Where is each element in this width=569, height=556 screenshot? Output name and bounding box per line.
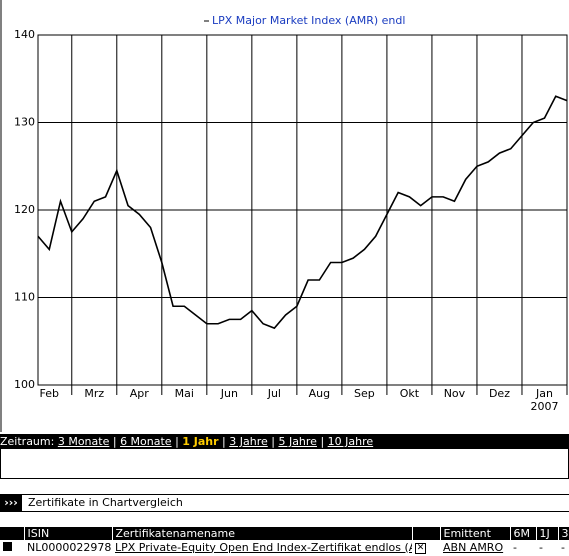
cell: - [558, 540, 569, 554]
x-tick-label: Mrz [84, 387, 104, 400]
section-header: ››› Zertifikate in Chartvergleich [0, 494, 569, 512]
row-icon-cell [0, 540, 24, 554]
y-tick-label: 100 [14, 378, 35, 391]
period-link[interactable]: 1 Jahr [182, 435, 219, 448]
x-tick-label: Jul [267, 387, 281, 400]
x-tick-label: Feb [40, 387, 59, 400]
x-tick-label: Dez [489, 387, 510, 400]
period-link[interactable]: 5 Jahre [278, 435, 317, 448]
x-tick-label: Okt [400, 387, 420, 400]
line-series [37, 95, 568, 330]
row-icon [3, 541, 12, 551]
period-link[interactable]: 6 Monate [120, 435, 172, 448]
x-tick-label: Apr [130, 387, 150, 400]
header-cell: ISIN [24, 527, 113, 540]
x-tick-label: Aug [309, 387, 330, 400]
arrow-icon: ››› [0, 495, 22, 511]
cell-link[interactable]: ABN AMRO [443, 540, 504, 554]
x-tick-label: Nov [444, 387, 466, 400]
x-tick-label: Jan [535, 387, 553, 400]
cell: ✕ [412, 540, 440, 554]
header-cell: 6M [510, 527, 537, 540]
x-year-label: 2007 [530, 400, 558, 413]
header-cell: Zertifikatenamename [112, 527, 413, 540]
header-cell: Emittent [440, 527, 511, 540]
cell-text: - [561, 540, 565, 554]
legend-entry: LPX Major Market Index (AMR) endl [212, 14, 405, 27]
period-link[interactable]: 3 Monate [57, 435, 110, 448]
y-tick-label: 110 [14, 291, 35, 304]
cell-link[interactable]: LPX Private-Equity Open End Index-Zertif… [115, 540, 412, 554]
header-cell [0, 527, 25, 540]
x-tick-label: Mai [175, 387, 194, 400]
y-tick-label: 120 [14, 203, 35, 216]
panel [0, 449, 569, 479]
y-tick-label: 140 [14, 28, 35, 41]
period-label: Zeitraum: [0, 435, 55, 448]
cell: LPX Private-Equity Open End Index-Zertif… [112, 540, 412, 554]
header-cell [412, 527, 441, 540]
y-tick-label: 130 [14, 116, 35, 129]
cell: - [536, 540, 558, 554]
checkbox[interactable]: ✕ [415, 543, 426, 554]
chart: LPX Major Market Index (AMR) endl 100 110… [0, 0, 568, 432]
header-cell: 1J [536, 527, 559, 540]
table-row: NL0000022978 LPX Private-Equity Open End … [0, 540, 569, 554]
cell: - [510, 540, 536, 554]
period-link[interactable]: 10 Jahre [327, 435, 374, 448]
section-title: Zertifikate in Chartvergleich [28, 496, 183, 509]
header-cell: 3 [558, 527, 569, 540]
cell-text: NL0000022978 [27, 540, 112, 554]
x-tick-label: Sep [354, 387, 375, 400]
cell-text: - [513, 540, 517, 554]
period-link[interactable]: 3 Jahre [229, 435, 268, 448]
x-tick-label: Jun [220, 387, 238, 400]
cell: NL0000022978 [24, 540, 112, 554]
table: ISIN Zertifikatenamename Emittent 6M 1J 3 NL0… [0, 527, 569, 554]
cell-text: - [539, 540, 543, 554]
cell: ABN AMRO [440, 540, 510, 554]
period-bar: Zeitraum: 3 Monate | 6 Monate | 1 Jahr |… [0, 434, 569, 449]
